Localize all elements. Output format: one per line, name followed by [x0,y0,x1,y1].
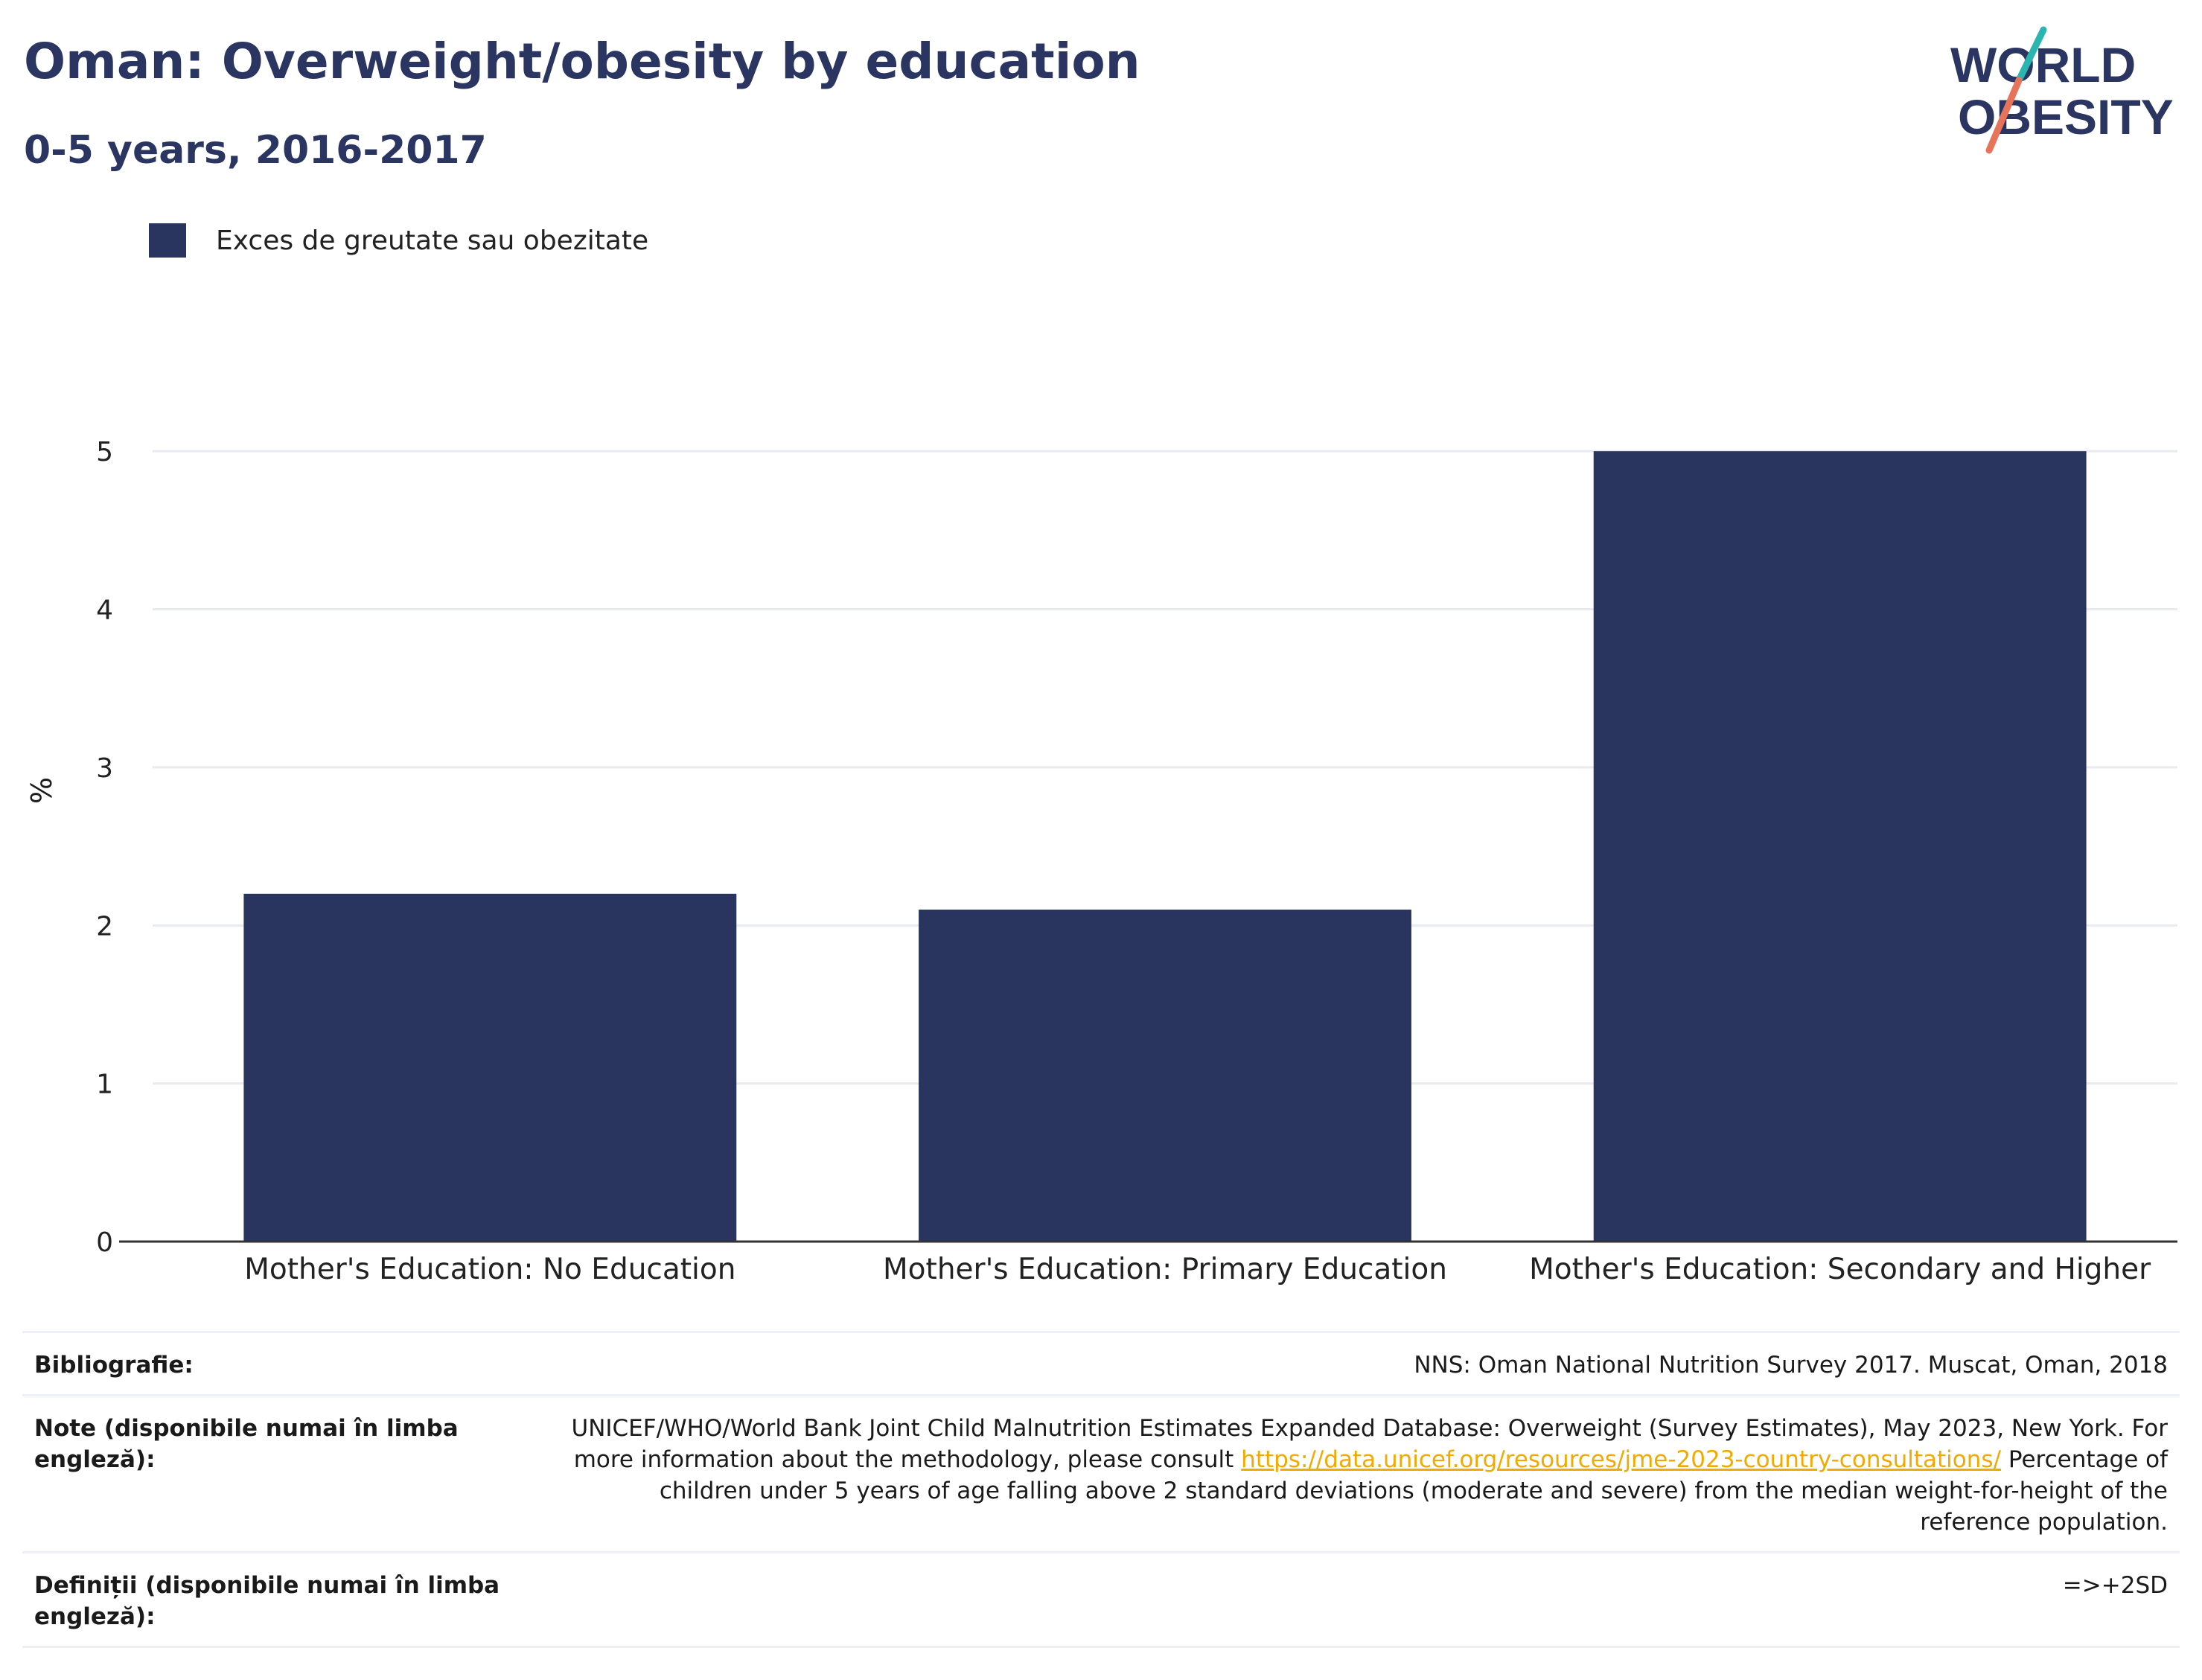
bar [919,910,1411,1242]
definitions-value: =>+2SD [2062,1572,2168,1599]
bar [1593,451,2087,1242]
y-tick-label: 5 [96,437,113,467]
chart-subtitle: 0-5 years, 2016-2017 [24,128,487,173]
notes-label: Note (disponibile numai în limba engleză… [34,1415,459,1473]
y-tick-label: 3 [96,753,113,784]
methodology-link[interactable]: https://data.unicef.org/resources/jme-20… [1241,1446,2002,1473]
definitions-row: Definiții (disponibile numai în limba en… [22,1551,2180,1648]
x-tick-label: Mother's Education: Secondary and Higher [1529,1253,2151,1286]
legend-swatch [149,223,186,258]
bar [243,893,737,1242]
logo-slash-teal [2015,26,2047,84]
notes-text-1: UNICEF/WHO/World Bank Joint Child Malnut… [571,1415,2169,1473]
legend-label: Exces de greutate sau obezitate [216,225,649,256]
x-tick-label: Mother's Education: No Education [244,1253,735,1286]
logo-slash-coral [1985,77,2023,154]
y-axis-label: % [25,776,58,804]
notes-table: Bibliografie: NNS: Oman National Nutriti… [22,1331,2180,1648]
x-tick-label: Mother's Education: Primary Education [883,1253,1447,1286]
chart-title: Oman: Overweight/obesity by education [24,33,1140,90]
notes-row: Note (disponibile numai în limba engleză… [22,1394,2180,1551]
y-tick-label: 0 [96,1227,113,1258]
definitions-label: Definiții (disponibile numai în limba en… [34,1572,500,1630]
y-tick-label: 4 [96,595,113,626]
bibliography-label: Bibliografie: [34,1352,194,1379]
logo-text-world: WORLD [1950,37,2136,92]
notes-text-2: Percentage of children under 5 years of … [659,1446,2168,1536]
notes-value: UNICEF/WHO/World Bank Joint Child Malnut… [545,1413,2169,1538]
y-tick-label: 1 [96,1070,113,1100]
bar-chart: 0 1 2 3 4 5 Mother's Education: No Education Mo… [96,437,2177,1286]
bibliography-value: NNS: Oman National Nutrition Survey 2017… [1414,1352,2168,1379]
chart-legend[interactable]: Exces de greutate sau obezitate [149,223,648,258]
y-tick-label: 2 [96,911,113,942]
bibliography-row: Bibliografie: NNS: Oman National Nutriti… [22,1331,2180,1394]
world-obesity-logo: WORLD OBESITY [1950,26,2174,154]
